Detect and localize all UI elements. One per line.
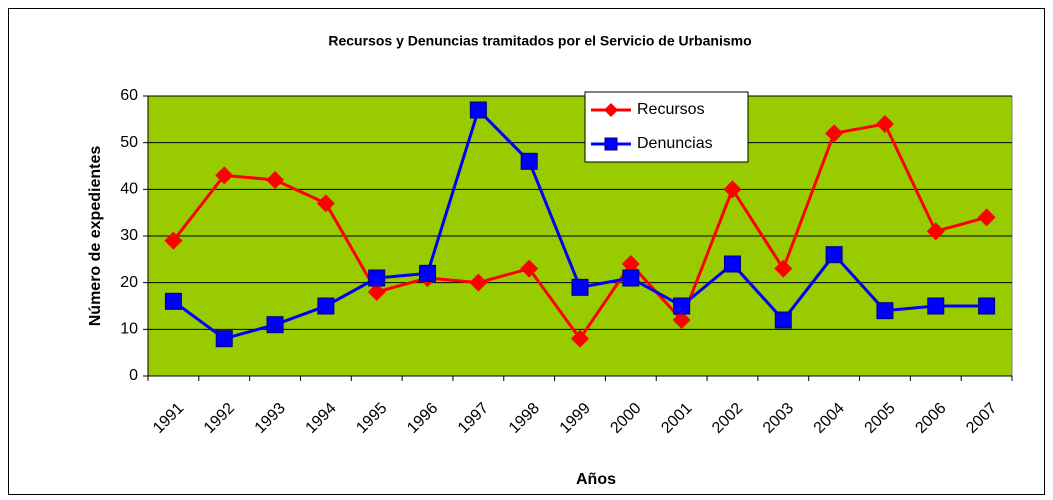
data-point (419, 264, 437, 282)
data-point (520, 152, 538, 170)
data-point (825, 124, 844, 143)
data-point (927, 297, 945, 315)
chart-title: Recursos y Denuncias tramitados por el S… (328, 33, 751, 49)
legend-marker (604, 137, 618, 151)
legend-label: Denuncias (637, 135, 713, 152)
y-tick-label: 60 (120, 87, 138, 104)
legend-marker (604, 103, 618, 117)
data-point (875, 115, 894, 133)
data-point (368, 269, 386, 287)
data-point (571, 329, 589, 348)
data-point (723, 180, 742, 199)
y-tick-label: 30 (120, 227, 138, 244)
data-point (367, 283, 386, 301)
data-point (876, 302, 894, 320)
data-point (469, 273, 488, 292)
data-point (926, 222, 945, 241)
data-point (672, 311, 691, 329)
data-point (723, 255, 741, 273)
data-point (622, 269, 640, 287)
data-point (978, 297, 996, 315)
y-tick-label: 0 (129, 367, 138, 384)
data-point (977, 208, 996, 227)
legend-label: Recursos (637, 101, 705, 118)
y-tick-label: 40 (120, 181, 138, 198)
data-point (164, 231, 183, 250)
data-point (215, 330, 233, 348)
y-tick-label: 10 (120, 321, 138, 338)
y-tick-label: 50 (120, 134, 138, 151)
x-axis-label: Años (576, 471, 616, 488)
data-point (571, 278, 589, 296)
y-tick-label: 20 (120, 274, 138, 291)
data-point (266, 171, 285, 189)
data-point (774, 311, 792, 329)
data-point (825, 246, 843, 264)
data-point (215, 166, 234, 185)
data-point (317, 297, 335, 315)
data-point (469, 101, 487, 119)
data-point (164, 292, 182, 310)
data-point (520, 259, 539, 278)
data-point (673, 297, 691, 315)
y-axis-label: Número de expedientes (87, 146, 104, 327)
data-point (774, 259, 793, 278)
data-point (316, 194, 335, 213)
data-point (266, 316, 284, 334)
data-point (621, 255, 640, 273)
